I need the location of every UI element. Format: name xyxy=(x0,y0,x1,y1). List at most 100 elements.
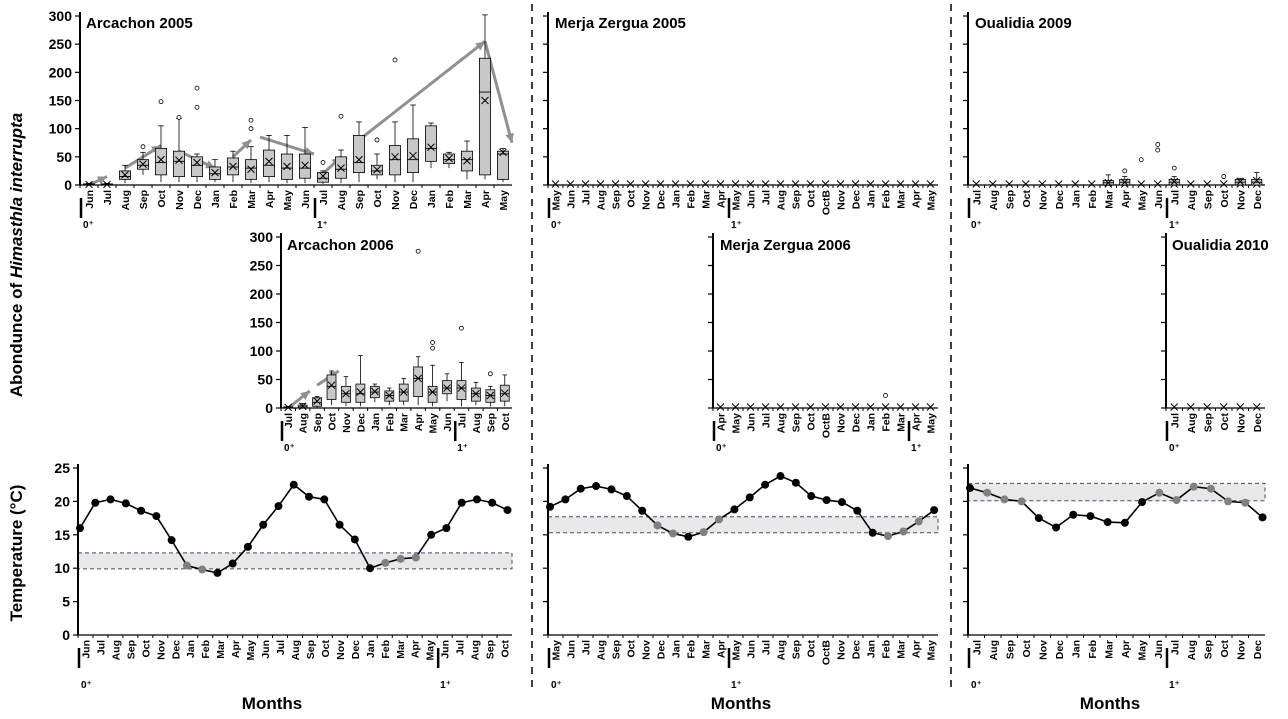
mean-marker xyxy=(481,96,489,105)
outlier-point xyxy=(194,104,200,110)
month-label: Aug xyxy=(120,190,132,210)
age-label: 0⁺ xyxy=(971,220,982,231)
temperature-point xyxy=(1172,496,1181,505)
month-label: Sep xyxy=(485,413,497,432)
temperature-point xyxy=(966,484,974,493)
month-label: Sep xyxy=(305,640,317,659)
zero-marker xyxy=(836,180,845,188)
month-label: Jul xyxy=(456,413,468,428)
month-label: Nov xyxy=(641,640,653,660)
month-label: Dec xyxy=(170,640,182,659)
month-label: Oct xyxy=(500,640,512,658)
y-tick-label: 25 xyxy=(54,460,70,476)
month-label: Mar xyxy=(701,190,713,209)
trend-arrow-head xyxy=(205,160,215,169)
outlier-point xyxy=(248,126,254,132)
temperature-point xyxy=(335,520,344,529)
zero-marker xyxy=(1071,180,1080,188)
box xyxy=(263,149,275,177)
month-label: Jan xyxy=(365,640,377,658)
temperature-point xyxy=(106,495,115,504)
month-label: May xyxy=(731,640,743,661)
month-label: Nov xyxy=(836,190,848,210)
zero-marker xyxy=(1236,403,1245,411)
zero-marker xyxy=(716,403,725,411)
mean-marker xyxy=(472,389,480,398)
temperature-point xyxy=(213,568,222,577)
mean-marker xyxy=(443,384,451,392)
month-label: Jan xyxy=(426,190,438,208)
mean-marker xyxy=(370,387,379,396)
month-label: Apr xyxy=(716,413,728,431)
month-label: Jan xyxy=(866,190,878,208)
y-tick-label: 200 xyxy=(250,286,274,302)
temperature-point xyxy=(668,529,677,538)
month-label: Sep xyxy=(485,640,497,659)
month-label: Nov xyxy=(390,190,402,210)
month-label: Nov xyxy=(335,640,347,660)
month-label: Dec xyxy=(350,640,362,659)
zero-marker xyxy=(566,180,575,188)
month-label: Jun xyxy=(566,640,578,659)
month-label: Feb xyxy=(686,640,698,659)
month-label: Oct xyxy=(1219,190,1231,208)
month-label: Feb xyxy=(686,190,698,209)
mean-marker xyxy=(211,168,219,177)
temperature-point xyxy=(259,520,268,529)
zero-marker xyxy=(972,180,981,188)
outlier-point xyxy=(374,137,380,143)
outlier-point xyxy=(176,115,182,120)
temperature-point xyxy=(576,484,585,493)
month-label: Sep xyxy=(354,190,366,209)
month-label: Dec xyxy=(656,190,668,209)
outlier-point xyxy=(1171,165,1177,171)
outlier-point xyxy=(338,113,344,119)
month-label: Jun xyxy=(260,640,272,659)
outlier-point xyxy=(158,99,164,105)
panel-oualidia-2009: Jul Aug Sep Oct Nov Dec Jan Feb Mar Apr May Jun Jul A… xyxy=(963,12,1265,231)
mean-marker xyxy=(319,172,327,180)
zero-marker xyxy=(1137,180,1146,188)
temperature-point xyxy=(182,561,191,570)
month-label: Nov xyxy=(836,413,848,433)
temperature-point xyxy=(1052,523,1061,532)
temperature-point xyxy=(699,528,708,537)
zero-marker xyxy=(1203,180,1212,188)
month-label: Sep xyxy=(791,640,803,659)
temperature-point xyxy=(1069,510,1078,519)
month-label: Mar xyxy=(1103,190,1115,209)
month-label: Aug xyxy=(596,190,608,210)
month-label: May xyxy=(926,190,938,211)
month-label: Dec xyxy=(1054,190,1066,209)
y-tick-label: 5 xyxy=(62,594,70,610)
month-label: Sep xyxy=(312,413,324,432)
zero-marker xyxy=(881,180,890,188)
month-label: Sep xyxy=(1202,413,1214,432)
mean-marker xyxy=(175,156,183,165)
mean-marker xyxy=(385,391,394,400)
month-label: Jul xyxy=(1169,190,1181,205)
y-tick-label: 50 xyxy=(56,149,72,165)
zero-marker xyxy=(761,180,770,188)
month-label: Jul xyxy=(275,640,287,655)
mean-marker xyxy=(139,160,147,169)
month-label: Dec xyxy=(656,640,668,659)
month-label: Mar xyxy=(896,640,908,659)
temperature-point xyxy=(776,472,785,481)
month-label: Nov xyxy=(341,413,353,433)
box xyxy=(326,374,337,400)
mean-marker xyxy=(193,158,201,167)
zero-marker xyxy=(866,403,875,411)
zero-marker xyxy=(836,403,845,411)
month-label: Dec xyxy=(1252,413,1264,432)
month-label: May xyxy=(731,190,743,211)
temperature-point xyxy=(899,527,908,536)
temperature-point xyxy=(472,495,481,504)
age-label: 1⁺ xyxy=(457,443,468,454)
month-label: Jan xyxy=(185,640,197,658)
mean-marker xyxy=(342,389,350,398)
month-label: Jan xyxy=(671,190,683,208)
month-label: Jul xyxy=(455,640,467,655)
